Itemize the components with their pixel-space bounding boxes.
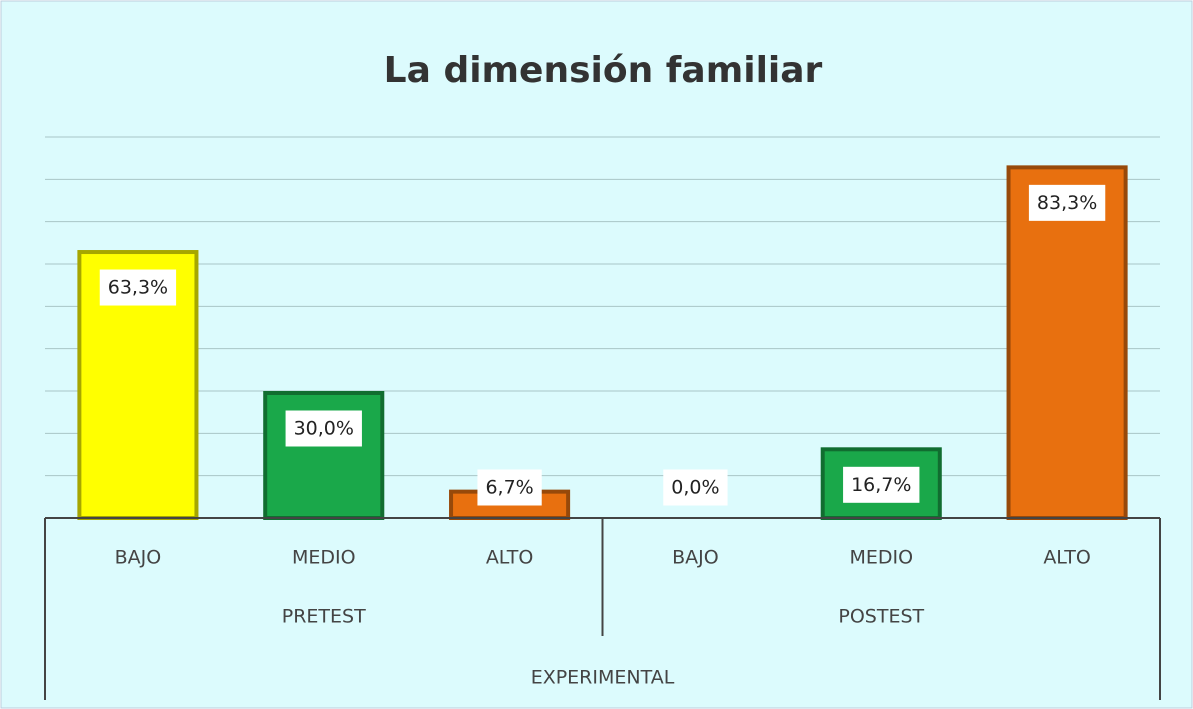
value-label: 16,7% xyxy=(851,474,911,496)
value-label: 63,3% xyxy=(108,277,168,299)
value-label-box xyxy=(99,269,177,306)
x-tick-label: BAJO xyxy=(672,547,719,569)
supergroup-label: EXPERIMENTAL xyxy=(531,667,675,689)
x-tick-label: MEDIO xyxy=(849,547,913,569)
x-tick-label: ALTO xyxy=(486,547,534,569)
value-label: 6,7% xyxy=(485,477,533,499)
value-label-box xyxy=(477,469,542,506)
x-tick-label: BAJO xyxy=(115,547,162,569)
value-label: 83,3% xyxy=(1037,192,1097,214)
bar xyxy=(1006,165,1128,520)
value-label-box xyxy=(1028,184,1106,221)
value-label-box xyxy=(285,410,362,447)
value-label: 0,0% xyxy=(671,477,719,499)
group-label: PRETEST xyxy=(282,606,366,628)
x-tick-label: ALTO xyxy=(1043,547,1091,569)
value-label-box xyxy=(843,466,920,503)
group-label: POSTEST xyxy=(838,606,924,628)
chart-title: La dimensión familiar xyxy=(384,50,823,91)
x-tick-label: MEDIO xyxy=(292,547,356,569)
value-label-box xyxy=(663,469,728,506)
value-label: 30,0% xyxy=(294,418,354,440)
